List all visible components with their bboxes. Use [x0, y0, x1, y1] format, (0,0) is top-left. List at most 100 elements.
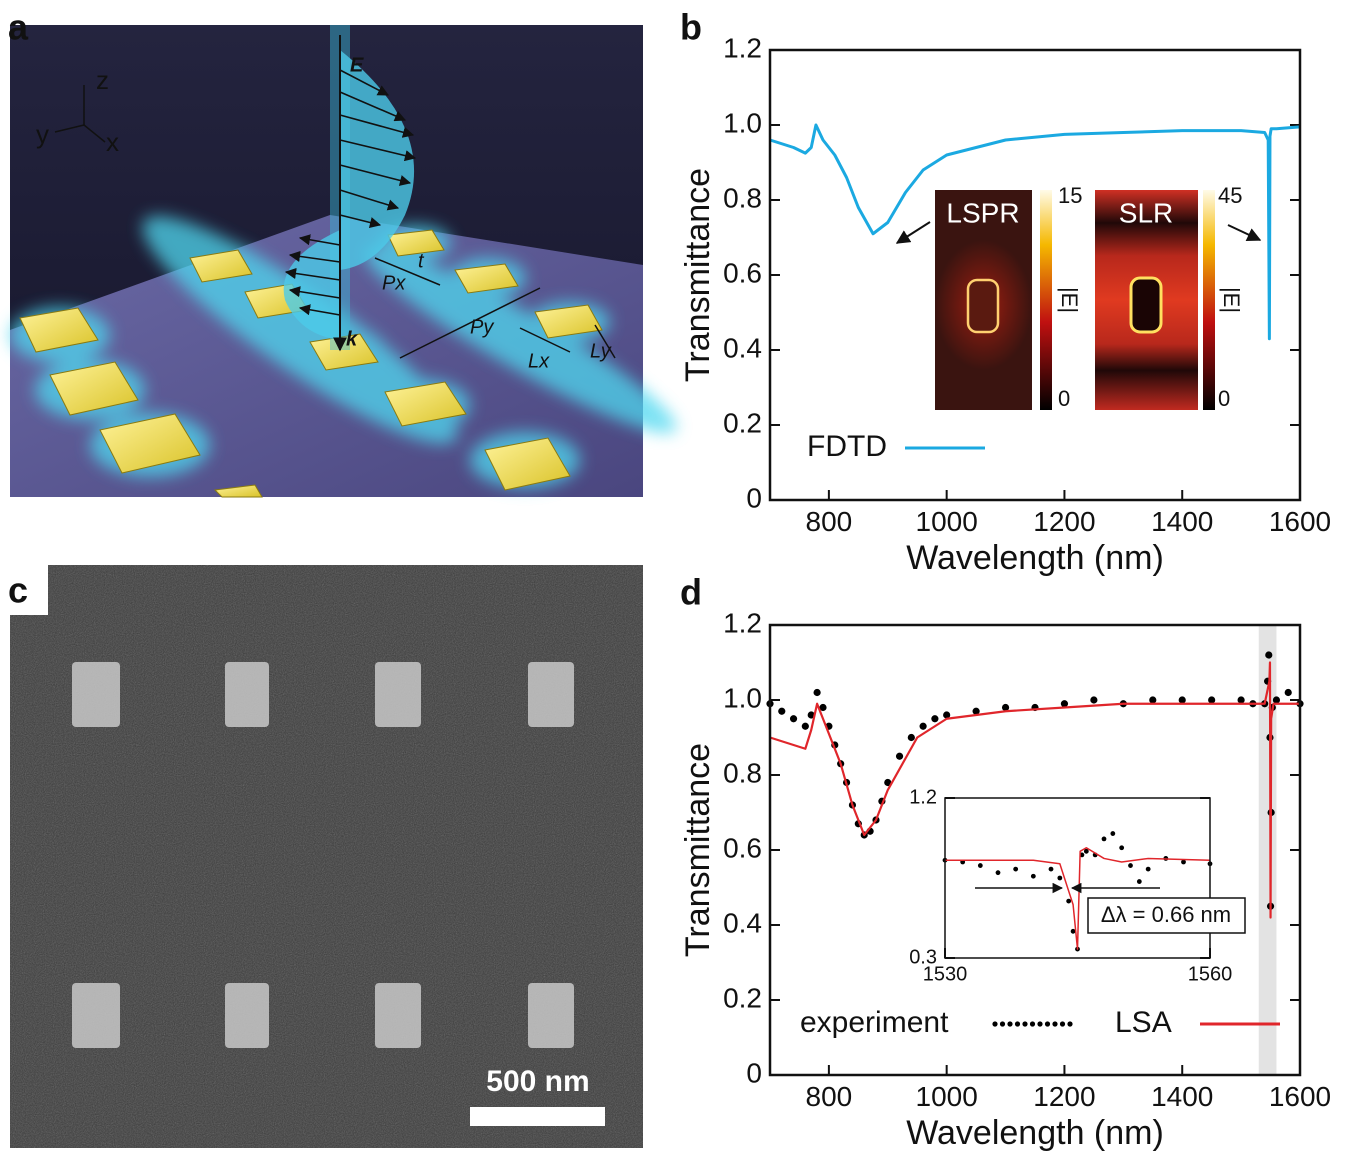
data-point	[1136, 879, 1142, 884]
y-tick-label: 0.2	[723, 407, 762, 438]
x-tick-label: 1000	[916, 1081, 978, 1112]
x-tick-label: 1600	[1269, 1081, 1331, 1112]
axis-name: x	[106, 127, 119, 157]
field-map-insets	[895, 190, 1262, 410]
data-point	[801, 722, 809, 730]
inset-label: SLR	[1119, 197, 1173, 228]
x-tick-label: 1530	[923, 963, 968, 985]
data-point	[1149, 696, 1157, 704]
legend-marker	[999, 1021, 1006, 1027]
data-point	[1284, 688, 1292, 697]
inset-label: LSPR	[946, 197, 1019, 228]
colorbar-tick: 15	[1058, 183, 1082, 208]
data-point	[1066, 898, 1072, 904]
plot-frame	[768, 48, 1302, 502]
y-tick-label: 0	[746, 1057, 762, 1088]
legend-label: experiment	[800, 1006, 949, 1039]
x-axis-label: Wavelength (nm)	[906, 539, 1164, 577]
data-point	[1060, 700, 1069, 708]
panel-label: b	[680, 7, 702, 48]
colorbar-label: |E|	[1057, 287, 1082, 313]
data-point	[1272, 696, 1281, 704]
y-tick-label: 0.6	[723, 257, 762, 288]
data-point	[1128, 863, 1133, 868]
y-tick-label: 1.2	[909, 786, 937, 808]
linewidth-arrows	[975, 882, 1246, 934]
panel-c-micrograph	[0, 565, 643, 1148]
data-point	[972, 707, 980, 715]
data-point	[1265, 651, 1273, 659]
data-point	[1145, 866, 1151, 872]
x-tick-label: 1400	[1151, 1081, 1213, 1112]
data-point	[1237, 696, 1245, 704]
axis-name: z	[96, 65, 109, 95]
y-tick-label: 1.2	[723, 607, 762, 638]
legend-marker	[1007, 1021, 1013, 1027]
annotation: Ly	[590, 340, 612, 362]
colorbar-tick: 0	[1058, 386, 1070, 411]
x-tick-label: 1000	[916, 506, 978, 537]
annotation: E	[350, 54, 364, 76]
data-point	[995, 870, 1001, 876]
data-point	[1101, 836, 1107, 842]
y-tick-label: 1.0	[723, 107, 762, 138]
annotation: k	[346, 328, 358, 350]
data-point	[807, 711, 815, 719]
panel-label: d	[680, 572, 702, 613]
x-axis-label: Wavelength (nm)	[906, 1114, 1164, 1152]
data-point	[931, 715, 939, 723]
annotation: t	[418, 250, 425, 272]
data-point	[1030, 873, 1036, 879]
x-tick-label: 1200	[1033, 1081, 1095, 1112]
data-point	[1001, 703, 1010, 712]
data-point	[819, 703, 827, 712]
data-point	[789, 715, 798, 723]
y-tick-label: 0.4	[723, 332, 762, 363]
annotation: Δλ = 0.66 nm	[1101, 902, 1231, 927]
x-tick-label: 1200	[1033, 506, 1095, 537]
data-line	[945, 847, 1211, 950]
y-tick-label: 0	[746, 482, 762, 513]
panel-label: c	[8, 570, 28, 611]
data-point	[1208, 696, 1216, 704]
annotation: Px	[382, 272, 406, 294]
legend-marker	[1052, 1021, 1058, 1027]
data-point	[907, 733, 915, 742]
data-point	[1119, 845, 1125, 851]
data-point	[919, 722, 927, 730]
legend-marker	[1067, 1021, 1073, 1027]
data-point	[943, 711, 951, 719]
annotation: Lx	[528, 350, 550, 372]
x-tick-label: 800	[806, 506, 853, 537]
y-axis-label: Transmittance	[679, 168, 717, 382]
y-tick-label: 0.8	[723, 757, 762, 788]
colorbar-tick: 45	[1218, 183, 1242, 208]
legend-marker	[1022, 1021, 1028, 1027]
y-tick-label: 0.2	[723, 982, 762, 1013]
data-point	[884, 778, 892, 787]
panel-label: a	[8, 7, 29, 48]
data-point	[778, 707, 786, 715]
x-tick-label: 1600	[1269, 506, 1331, 537]
y-tick-label: 1.2	[723, 32, 762, 63]
colorbar-label: |E|	[1219, 287, 1244, 313]
data-point	[1048, 866, 1054, 872]
legend-marker	[1014, 1021, 1021, 1027]
y-tick-label: 0.3	[909, 946, 937, 968]
data-point	[895, 752, 904, 760]
y-axis-label: Transmittance	[679, 743, 717, 957]
y-tick-label: 0.6	[723, 832, 762, 863]
legend-label: FDTD	[807, 430, 887, 463]
data-line	[769, 661, 1300, 919]
y-tick-label: 1.0	[723, 682, 762, 713]
legend-marker	[1037, 1021, 1043, 1027]
y-tick-label: 0.4	[723, 907, 762, 938]
plot-frame	[768, 623, 1302, 1077]
annotation: Py	[470, 316, 494, 338]
plot-frame	[944, 797, 1211, 959]
legend-label: LSA	[1115, 1006, 1172, 1039]
data-point	[1090, 696, 1098, 704]
legend-marker	[1059, 1021, 1066, 1027]
x-tick-label: 800	[806, 1081, 853, 1112]
